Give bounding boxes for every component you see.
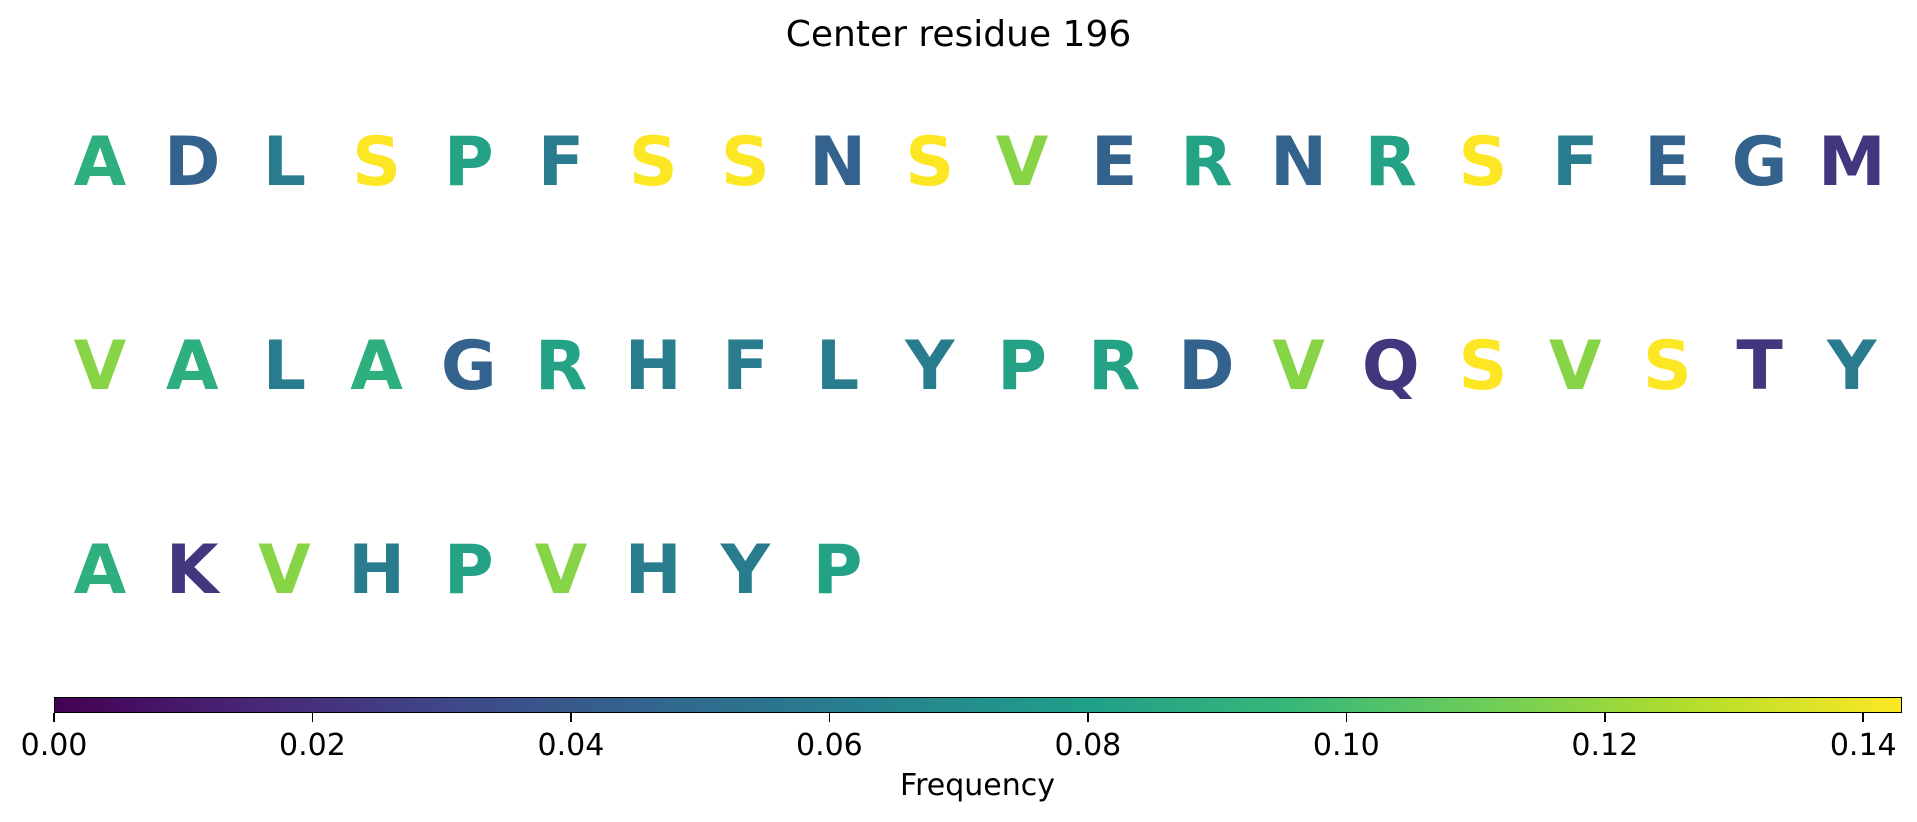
residue-letter: P	[443, 531, 494, 610]
residue-letter: D	[1178, 327, 1235, 406]
colorbar-tick-label: 0.04	[537, 728, 605, 763]
residue-letter: S	[352, 123, 402, 202]
residue-letter: S	[1458, 123, 1508, 202]
residue-letter: M	[1817, 123, 1886, 202]
residue-letter: Q	[1361, 327, 1420, 406]
residue-letter: R	[1180, 123, 1233, 202]
colorbar-tick-label: 0.08	[1054, 728, 1122, 763]
residue-letter: V	[258, 531, 311, 610]
colorbar-tick-label: 0.02	[279, 728, 346, 763]
colorbar-tick-label: 0.14	[1829, 728, 1897, 763]
residue-letter: S	[1642, 327, 1692, 406]
colorbar-label: Frequency	[900, 768, 1055, 803]
colorbar-tick-label: 0.12	[1571, 728, 1639, 763]
residue-letter: N	[1270, 123, 1328, 202]
residue-letter: Y	[720, 531, 771, 610]
residue-letter: L	[262, 123, 307, 202]
residue-letter: A	[73, 123, 127, 202]
residue-letter: R	[534, 327, 588, 406]
residue-letter: H	[624, 531, 682, 610]
chart-title: Center residue 196	[785, 14, 1132, 55]
residue-letter: V	[73, 327, 127, 406]
residue-letter: A	[350, 327, 403, 406]
residue-letter: H	[348, 531, 406, 610]
residue-letter: N	[809, 123, 867, 202]
residue-letter: A	[73, 531, 127, 610]
colorbar-tick-label: 0.06	[795, 728, 863, 763]
residue-letter: L	[815, 327, 860, 406]
colorbar-tick-label: 0.10	[1312, 728, 1380, 763]
residue-letter: E	[1644, 123, 1691, 202]
residue-letter: V	[1548, 327, 1602, 406]
residue-letter: F	[1551, 123, 1599, 202]
residue-letter: S	[905, 123, 955, 202]
colorbar-tick	[53, 713, 55, 722]
residue-letter: Y	[905, 327, 955, 406]
residue-letter: K	[165, 531, 219, 610]
colorbar-tick	[1862, 713, 1864, 722]
residue-letter: A	[165, 327, 219, 406]
residue-letter: G	[1731, 123, 1788, 202]
residue-letter: F	[722, 327, 769, 406]
colorbar-tick	[570, 713, 572, 722]
residue-letter: R	[1088, 327, 1141, 406]
residue-letter: F	[537, 123, 585, 202]
residue-letter: S	[628, 123, 678, 202]
colorbar-tick	[311, 713, 314, 722]
residue-letter: E	[1090, 123, 1138, 202]
residue-letter: P	[443, 123, 494, 202]
residue-letter: P	[812, 531, 863, 610]
colorbar-tick	[1604, 713, 1606, 722]
residue-letter: H	[624, 327, 682, 406]
residue-letter: P	[997, 327, 1047, 406]
residue-letter: T	[1736, 327, 1783, 406]
colorbar	[54, 697, 1902, 713]
residue-letter: S	[1458, 327, 1508, 406]
residue-letter: D	[163, 123, 221, 202]
colorbar-tick-label: 0.00	[20, 728, 88, 763]
colorbar-tick	[828, 713, 831, 722]
colorbar-tick	[1345, 713, 1348, 722]
residue-letter: Y	[1827, 327, 1877, 406]
colorbar-tick	[1087, 713, 1089, 722]
residue-letter: L	[262, 327, 307, 406]
residue-letter: G	[440, 327, 497, 406]
residue-letter: S	[720, 123, 770, 202]
residue-letter: V	[995, 123, 1049, 202]
residue-letter: R	[1364, 123, 1417, 202]
residue-letter: V	[534, 531, 588, 610]
residue-letter: V	[1272, 327, 1325, 406]
